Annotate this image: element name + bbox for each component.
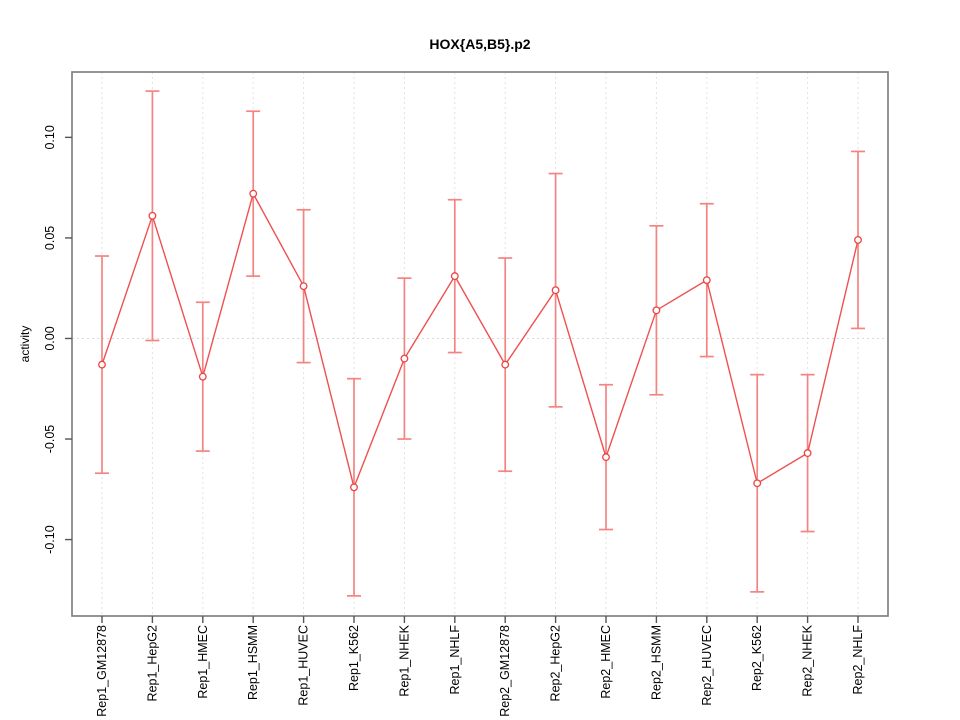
x-tick-label: Rep1_NHLF (448, 625, 462, 695)
data-point (803, 449, 812, 458)
data-point (854, 235, 862, 244)
x-tick-label: Rep1_HSMM (246, 625, 260, 700)
x-tick-label: Rep2_GM12878 (498, 625, 512, 717)
data-point (551, 286, 560, 295)
x-tick-label: Rep2_HMEC (599, 625, 613, 699)
data-point (299, 282, 308, 291)
axis-layer: -0.10 -0.05 0.00 0.05 0.10 Rep1_GM12878 Rep1_H… (43, 125, 865, 717)
data-point (450, 272, 459, 281)
y-tick-label: -0.10 (43, 525, 57, 554)
data-point (702, 276, 711, 285)
series-line (101, 192, 859, 488)
x-tick-label: Rep1_GM12878 (95, 625, 109, 717)
chart-title: HOX{A5,B5}.p2 (429, 36, 530, 52)
x-tick-label: Rep2_HSMM (649, 625, 663, 700)
x-tick-label: Rep1_HepG2 (145, 625, 159, 701)
x-tick-label: Rep2_NHLF (851, 625, 865, 695)
y-axis-label: activity (18, 326, 32, 363)
x-tick-label: Rep1_NHEK (397, 624, 411, 696)
y-tick-label: 0.05 (43, 226, 57, 250)
data-point (753, 479, 762, 488)
data-point (98, 360, 106, 369)
data-point (501, 360, 510, 369)
data-point (400, 354, 409, 363)
x-tick-label: Rep1_HUVEC (297, 625, 311, 706)
grid-layer (72, 72, 888, 616)
data-point (249, 189, 258, 198)
x-tick-label: Rep2_HUVEC (700, 625, 714, 706)
data-point (602, 453, 610, 462)
data-point (350, 483, 358, 492)
y-tick-label: -0.05 (43, 425, 57, 454)
plot-border (71, 71, 889, 617)
x-tick-label: Rep1_HMEC (196, 625, 210, 699)
y-tick-label: 0.10 (43, 125, 57, 149)
data-point (148, 211, 157, 220)
data-layer (95, 90, 865, 597)
data-point (652, 306, 661, 315)
y-tick-label: 0.00 (43, 326, 57, 350)
x-tick-label: Rep1_K562 (347, 625, 361, 691)
data-point (198, 372, 207, 381)
x-tick-label: Rep2_HepG2 (549, 625, 563, 701)
x-tick-label: Rep2_NHEK (801, 624, 815, 696)
x-tick-label: Rep2_K562 (750, 625, 764, 691)
